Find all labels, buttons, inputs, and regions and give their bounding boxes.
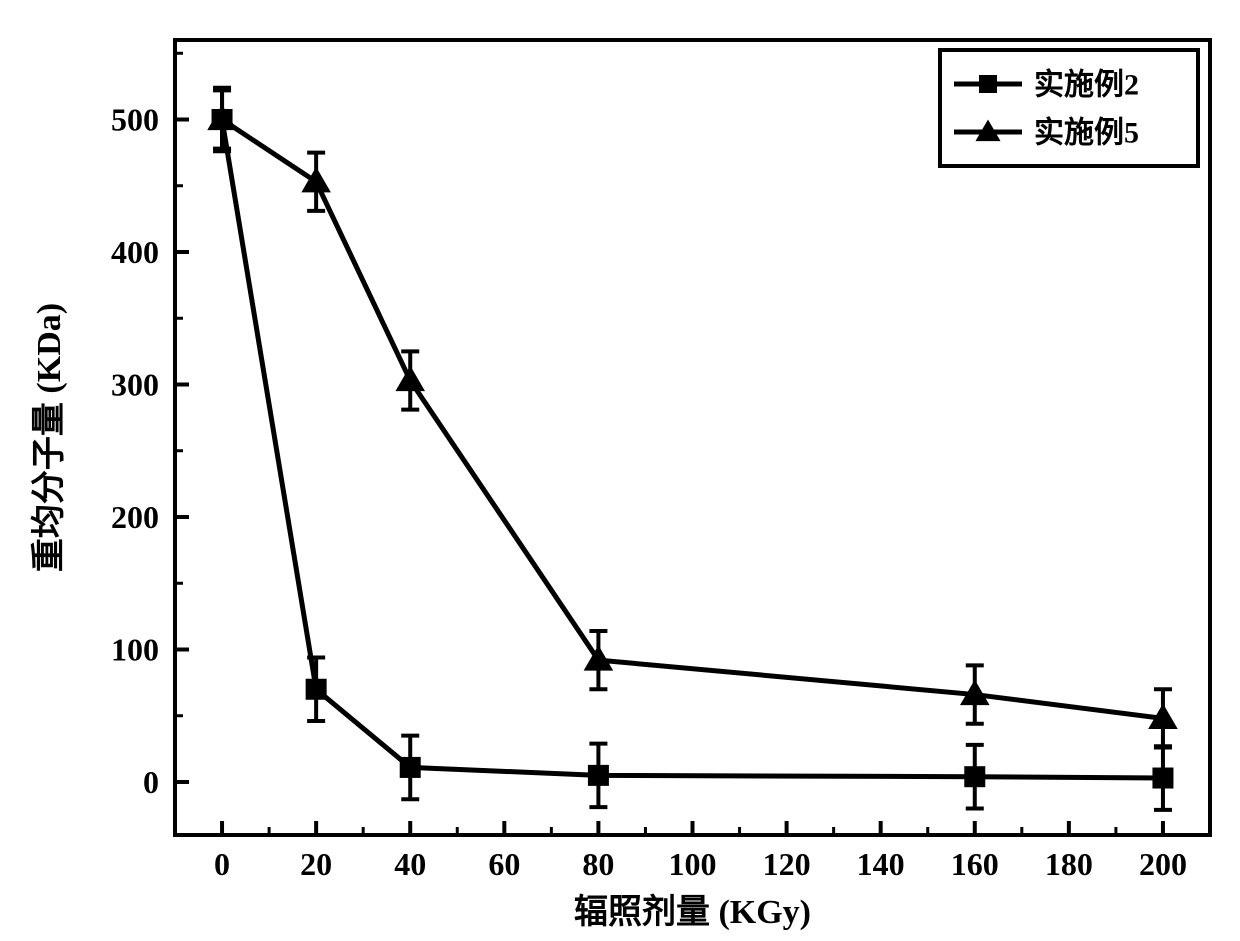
legend-label: 实施例5 — [1034, 116, 1139, 150]
y-tick-label: 0 — [143, 764, 159, 800]
chart-container: 0 20 40 60 80 100 120 140 160 180 200 0 100 200 300 400… — [0, 0, 1240, 941]
legend-marker — [979, 75, 997, 93]
y-tick-label: 400 — [111, 234, 159, 270]
y-tick-label: 500 — [111, 102, 159, 138]
x-tick-label: 180 — [1045, 846, 1093, 882]
x-tick-label: 160 — [951, 846, 999, 882]
marker-square — [400, 757, 420, 777]
x-tick-label: 20 — [300, 846, 332, 882]
y-axis-title: 重均分子量 (KDa) — [30, 303, 68, 572]
x-axis-title: 辐照剂量 (KGy) — [574, 893, 811, 931]
marker-square — [965, 767, 985, 787]
marker-square — [1153, 768, 1173, 788]
legend-label: 实施例2 — [1034, 68, 1139, 102]
x-tick-label: 120 — [763, 846, 811, 882]
x-tick-label: 100 — [669, 846, 717, 882]
y-tick-label: 100 — [111, 632, 159, 668]
y-tick-label: 200 — [111, 499, 159, 535]
x-tick-label: 140 — [857, 846, 905, 882]
x-tick-label: 60 — [488, 846, 520, 882]
x-tick-label: 40 — [394, 846, 426, 882]
x-tick-label: 200 — [1139, 846, 1187, 882]
marker-square — [588, 765, 608, 785]
y-tick-label: 300 — [111, 367, 159, 403]
x-tick-label: 80 — [582, 846, 614, 882]
x-tick-label: 0 — [214, 846, 230, 882]
marker-square — [306, 679, 326, 699]
chart-svg: 0 20 40 60 80 100 120 140 160 180 200 0 100 200 300 400… — [0, 0, 1240, 941]
